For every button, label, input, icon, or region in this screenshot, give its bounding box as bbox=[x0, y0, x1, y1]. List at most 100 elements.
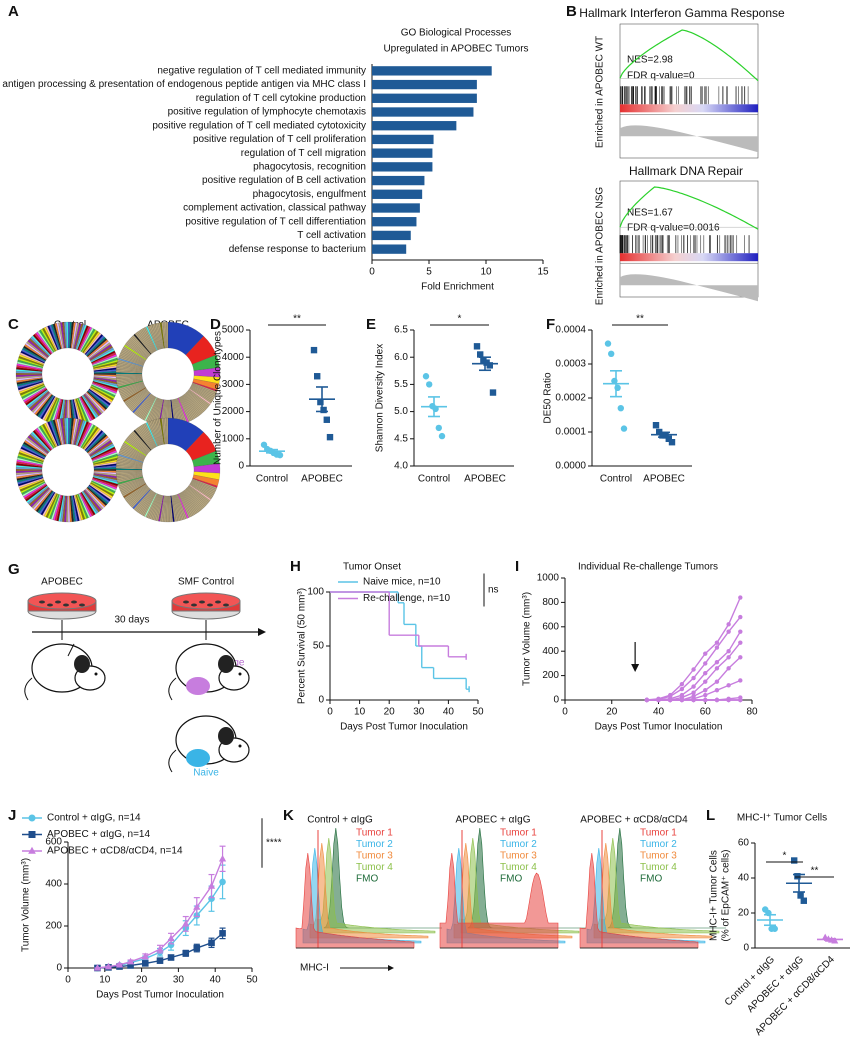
bar bbox=[372, 189, 423, 199]
marker bbox=[426, 381, 433, 388]
marker bbox=[477, 351, 484, 358]
chart-title: Upregulated in APOBEC Tumors bbox=[383, 44, 528, 55]
marker bbox=[691, 667, 696, 672]
flow-arrowhead bbox=[388, 965, 394, 971]
cell bbox=[215, 600, 221, 604]
marker bbox=[703, 692, 708, 698]
marker bbox=[652, 422, 660, 429]
y-tick-label: 0.0002 bbox=[555, 393, 586, 404]
marker bbox=[317, 398, 324, 406]
y-tick-label: 1000 bbox=[537, 573, 560, 584]
marker bbox=[794, 873, 801, 880]
gsea-nes: NES=2.98 bbox=[627, 55, 673, 66]
legend-label: APOBEC + αIgG, n=14 bbox=[47, 829, 150, 840]
category-label: APOBEC bbox=[464, 474, 506, 485]
marker bbox=[422, 373, 430, 380]
flow-histogram bbox=[295, 852, 415, 949]
category-label: antigen processing & presentation of end… bbox=[2, 79, 366, 90]
y-tick-label: 6.0 bbox=[394, 352, 408, 363]
marker bbox=[738, 614, 743, 620]
y-tick-label: 600 bbox=[45, 837, 62, 848]
legend-marker bbox=[28, 831, 36, 838]
y-tick-label: 600 bbox=[542, 621, 559, 632]
legend-label: APOBEC + αCD8/αCD4, n=14 bbox=[47, 846, 183, 857]
legend-label: Naive mice, n=10 bbox=[363, 577, 441, 588]
annotation: **** bbox=[266, 838, 282, 849]
marker bbox=[726, 622, 731, 627]
marker bbox=[703, 697, 708, 703]
marker bbox=[656, 697, 661, 703]
x-tick-label: 5 bbox=[426, 267, 432, 278]
y-tick-label: 5.5 bbox=[394, 379, 408, 390]
marker bbox=[738, 697, 743, 703]
marker bbox=[617, 405, 624, 412]
bar bbox=[372, 134, 434, 145]
x-tick-label: 10 bbox=[480, 267, 492, 278]
y-axis-label: Tumor Volume (mm³) bbox=[522, 592, 533, 686]
flow-title: APOBEC + αCD8/αCD4 bbox=[580, 815, 688, 826]
marker bbox=[93, 964, 102, 971]
marker bbox=[310, 346, 318, 354]
marker bbox=[167, 954, 175, 961]
bar bbox=[372, 175, 425, 186]
gsea-ylabel: Enriched in APOBEC WT bbox=[595, 36, 606, 148]
clonotype-slice bbox=[166, 321, 169, 349]
y-tick-label: 200 bbox=[542, 670, 559, 681]
category-label: complement activation, classical pathway bbox=[183, 203, 366, 214]
mouse-ear bbox=[218, 727, 234, 745]
x-axis-label: Days Post Tumor Inoculation bbox=[595, 722, 723, 733]
significance-label: ** bbox=[293, 314, 301, 325]
clonotype-slice bbox=[66, 417, 69, 445]
category-label: APOBEC bbox=[301, 474, 343, 485]
marker bbox=[726, 683, 731, 688]
marker bbox=[703, 688, 708, 693]
marker bbox=[714, 666, 720, 671]
mouse-eye bbox=[94, 672, 98, 676]
marker bbox=[608, 350, 615, 357]
marker bbox=[800, 897, 807, 904]
marker bbox=[141, 952, 149, 960]
legend-label: Re-challenge, n=10 bbox=[363, 593, 450, 604]
series-line bbox=[646, 631, 741, 701]
flow-legend-label: Tumor 4 bbox=[500, 862, 537, 873]
marker bbox=[486, 362, 493, 369]
x-tick-label: 60 bbox=[700, 707, 712, 718]
marker bbox=[323, 416, 330, 423]
cell bbox=[55, 600, 61, 604]
y-axis-label: Number of Unique Clonotypes bbox=[213, 331, 224, 465]
y-tick-label: 0 bbox=[56, 963, 62, 974]
marker bbox=[679, 697, 685, 703]
panel-label: L bbox=[706, 807, 715, 824]
y-tick-label: 800 bbox=[542, 597, 559, 608]
y-tick-label: 4000 bbox=[222, 352, 245, 363]
flow-legend-label: FMO bbox=[640, 874, 662, 885]
chart-title: MHC-I⁺ Tumor Cells bbox=[737, 813, 827, 824]
schematic-label: SMF Control bbox=[178, 577, 234, 588]
y-axis-label: Tumor Volume (mm³) bbox=[21, 858, 32, 952]
marker bbox=[665, 435, 672, 442]
marker bbox=[276, 451, 284, 459]
category-label: positive regulation of T cell mediated c… bbox=[152, 120, 366, 131]
category-label: positive regulation of lymphocyte chemot… bbox=[168, 107, 366, 118]
marker bbox=[156, 957, 164, 964]
flow-legend-label: Tumor 1 bbox=[500, 828, 537, 839]
y-tick-label: 400 bbox=[45, 879, 62, 890]
clonotype-slice bbox=[166, 417, 169, 445]
cell bbox=[183, 600, 189, 604]
bar bbox=[372, 79, 477, 90]
mouse-ear bbox=[218, 655, 234, 673]
schematic-label: 30 days bbox=[114, 615, 149, 626]
x-tick-label: 0 bbox=[327, 707, 333, 718]
legend-marker bbox=[28, 846, 36, 854]
flow-histogram bbox=[439, 852, 559, 949]
marker bbox=[714, 645, 720, 650]
gsea-rank-strip bbox=[620, 104, 758, 113]
flow-xlabel: MHC-I bbox=[300, 963, 329, 974]
marker bbox=[320, 406, 327, 414]
bar bbox=[372, 107, 474, 117]
flow-legend-label: Tumor 1 bbox=[356, 828, 393, 839]
category-label: Control bbox=[600, 474, 632, 485]
marker bbox=[156, 945, 164, 952]
significance-label: ** bbox=[811, 866, 819, 877]
